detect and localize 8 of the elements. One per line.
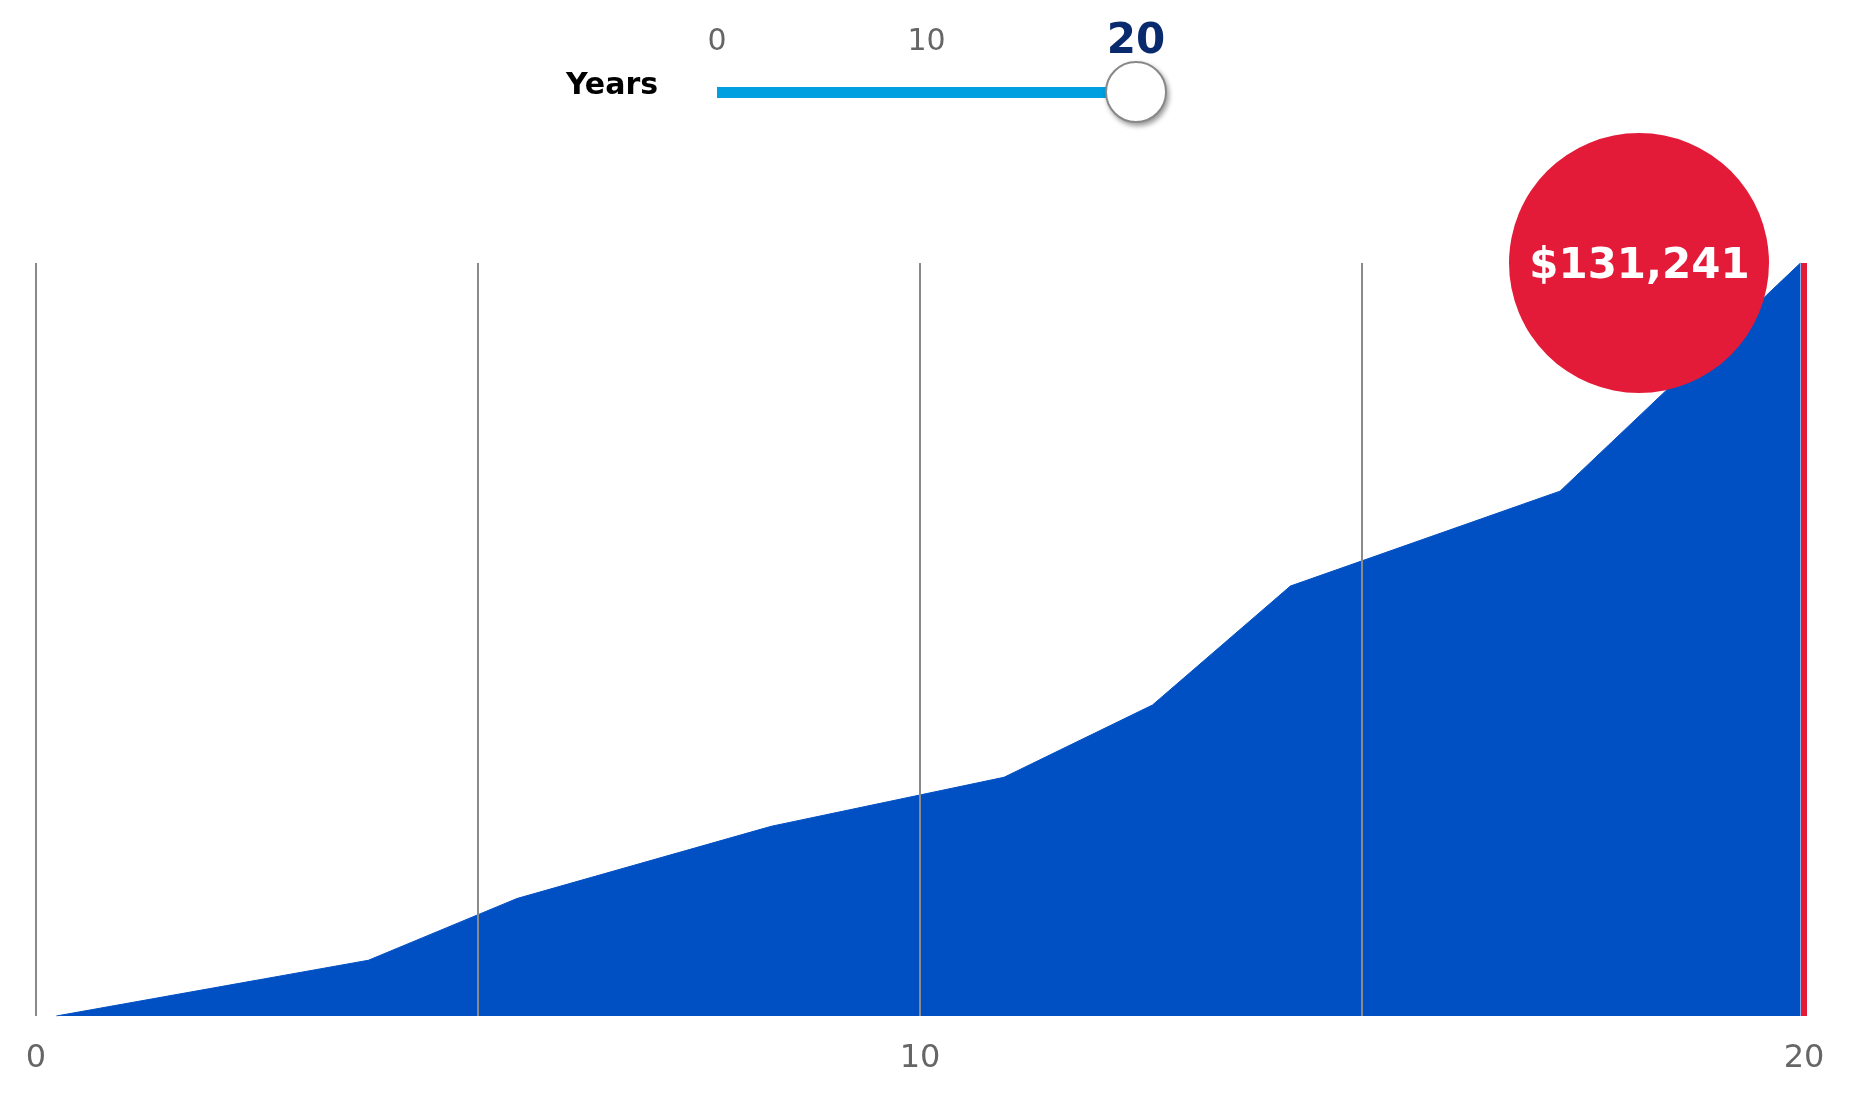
price-bubble: $131,241 [1509,133,1770,393]
text: 20 [1106,14,1166,63]
x-tick-label: 20 [1783,1037,1825,1075]
text: 0 [707,22,727,57]
x-tick-label: 0 [25,1037,47,1075]
text: Years [565,66,659,101]
text: 10 [907,22,946,57]
x-tick-label: 10 [899,1037,941,1075]
